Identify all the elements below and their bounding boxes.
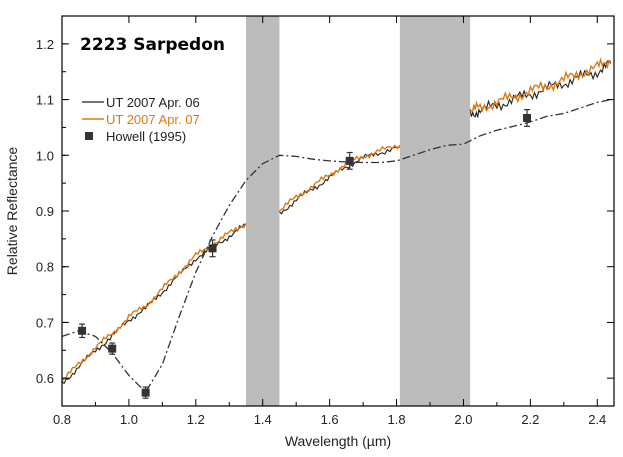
x-tick-label: 2.0 xyxy=(454,412,472,427)
howell-point xyxy=(141,388,150,397)
howell-point xyxy=(78,326,87,335)
x-tick-label: 0.8 xyxy=(53,412,71,427)
y-tick-label: 0.8 xyxy=(36,260,54,275)
howell-point xyxy=(208,244,217,253)
y-tick-label: 1.2 xyxy=(36,37,54,52)
x-tick-label: 1.2 xyxy=(187,412,205,427)
tick-layer: 0.8 1.0 1.2 1.4 1.6 1.8 2.0 2.2 2.4 0.6 0.7 0.8 0.9 1… xyxy=(36,16,614,427)
y-tick-label: 1.0 xyxy=(36,148,54,163)
legend: UT 2007 Apr. 06 UT 2007 Apr. 07 Howell (… xyxy=(82,95,200,144)
y-tick-label: 0.7 xyxy=(36,315,54,330)
y-tick-label: 1.1 xyxy=(36,93,54,108)
x-tick-label: 2.4 xyxy=(588,412,606,427)
y-tick-label: 0.9 xyxy=(36,204,54,219)
x-tick-label: 1.8 xyxy=(388,412,406,427)
x-tick-label: 1.4 xyxy=(254,412,272,427)
y-axis-title: Relative Reflectance xyxy=(4,147,20,276)
legend-label-apr07: UT 2007 Apr. 07 xyxy=(106,112,200,127)
telluric-band-0 xyxy=(246,16,280,406)
legend-marker-howell xyxy=(85,132,93,140)
x-axis-title: Wavelength (µm) xyxy=(285,433,391,449)
chart-title: 2223 Sarpedon xyxy=(80,35,225,55)
series-line-apr07-seg2 xyxy=(470,56,611,113)
telluric-band-1 xyxy=(399,16,471,406)
howell-points-layer xyxy=(78,108,532,399)
series-layer xyxy=(62,56,612,394)
legend-label-apr06: UT 2007 Apr. 06 xyxy=(106,95,200,110)
legend-label-howell: Howell (1995) xyxy=(106,129,186,144)
series-line-apr07-seg0 xyxy=(62,222,247,382)
x-tick-label: 2.2 xyxy=(521,412,539,427)
y-tick-label: 0.6 xyxy=(36,371,54,386)
x-tick-label: 1.0 xyxy=(120,412,138,427)
x-tick-label: 1.6 xyxy=(321,412,339,427)
howell-point xyxy=(345,156,354,165)
telluric-band-layer xyxy=(246,16,471,406)
howell-point xyxy=(523,113,532,122)
series-line-apr07-seg1 xyxy=(279,144,401,212)
howell-point xyxy=(108,344,117,353)
